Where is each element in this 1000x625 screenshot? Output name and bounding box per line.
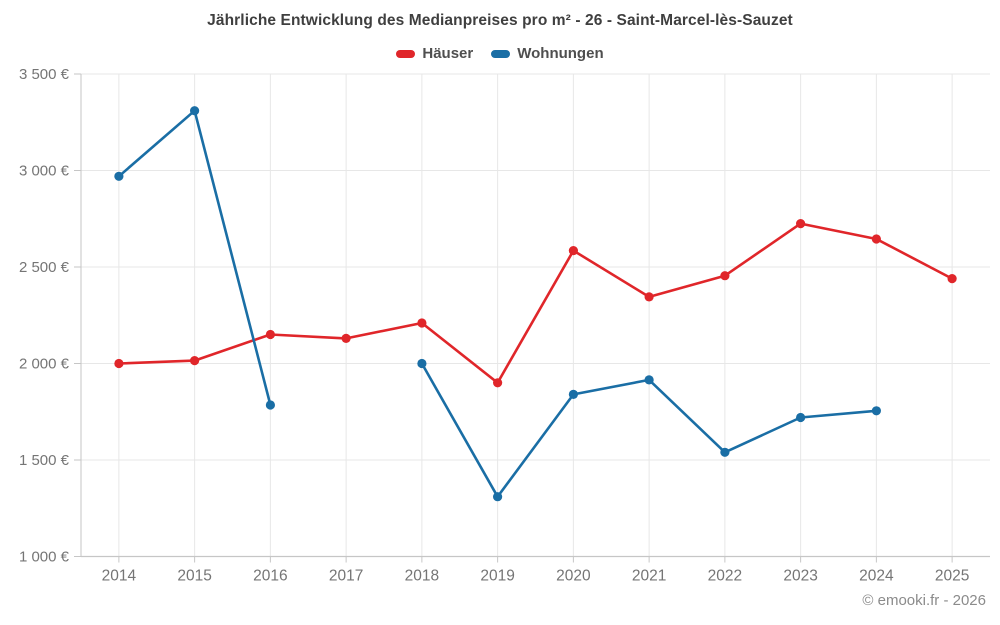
data-point-h-user-2022 xyxy=(720,271,730,281)
x-tick-label: 2018 xyxy=(405,568,439,585)
data-point-wohnungen-2018 xyxy=(417,358,427,369)
y-tick-label: 2 000 € xyxy=(19,356,70,373)
x-tick-label: 2015 xyxy=(177,568,211,585)
data-point-wohnungen-2020 xyxy=(568,389,579,399)
legend-label-wohnungen: Wohnungen xyxy=(517,45,604,62)
data-point-wohnungen-2022 xyxy=(720,447,730,457)
data-point-h-user-2024 xyxy=(871,234,882,244)
x-tick-label: 2014 xyxy=(102,568,137,585)
x-axis-labels: 2014 2015 2016 2017 2018 2019 2020 2021 2022 2023… xyxy=(102,568,970,585)
data-point-wohnungen-2023 xyxy=(796,412,806,423)
y-tick-label: 2 500 € xyxy=(19,259,70,276)
x-axis-ticks xyxy=(118,556,953,563)
x-tick-label: 2024 xyxy=(859,568,894,585)
data-point-h-user-2016 xyxy=(265,329,275,340)
footer-credit: © emooki.fr - 2026 xyxy=(862,592,986,609)
data-point-wohnungen-2019 xyxy=(493,492,503,502)
x-tick-label: 2020 xyxy=(556,568,591,585)
data-point-wohnungen-2021 xyxy=(644,375,654,385)
legend-item-haeuser[interactable]: Häuser xyxy=(396,45,473,62)
legend-item-wohnungen[interactable]: Wohnungen xyxy=(491,45,604,62)
series-markers-wohnungen xyxy=(114,106,882,502)
data-point-h-user-2019 xyxy=(493,378,503,388)
x-tick-label: 2017 xyxy=(329,568,363,585)
y-axis-labels: 1 000 € 1 500 € 2 000 € 2 500 € 3 000 € 3 500… xyxy=(19,66,70,566)
data-point-h-user-2017 xyxy=(341,333,351,343)
y-axis-ticks xyxy=(74,73,81,557)
x-tick-label: 2025 xyxy=(935,568,969,585)
y-tick-label: 1 000 € xyxy=(19,549,70,566)
data-point-h-user-2023 xyxy=(796,219,806,229)
legend-label-haeuser: Häuser xyxy=(422,45,474,62)
series-line-h-user xyxy=(117,222,954,385)
data-point-h-user-2021 xyxy=(644,292,654,302)
x-gridlines xyxy=(118,74,953,557)
y-tick-label: 1 500 € xyxy=(19,452,70,469)
chart-title: Jährliche Entwicklung des Medianpreises … xyxy=(207,12,793,29)
data-point-wohnungen-2024 xyxy=(871,406,882,416)
series-markers-h-user xyxy=(114,219,957,388)
y-tick-label: 3 500 € xyxy=(19,66,70,83)
haeuser-series-swatch-icon xyxy=(396,49,416,58)
data-point-wohnungen-2016 xyxy=(265,400,275,410)
x-tick-label: 2022 xyxy=(708,568,742,585)
x-tick-label: 2023 xyxy=(783,568,817,585)
x-tick-label: 2016 xyxy=(253,568,287,585)
data-point-h-user-2018 xyxy=(417,318,427,328)
data-point-h-user-2025 xyxy=(947,274,957,284)
y-gridlines xyxy=(81,73,990,461)
data-point-h-user-2014 xyxy=(114,358,124,369)
data-point-wohnungen-2015 xyxy=(190,106,200,116)
chart-legend: Häuser Wohnungen xyxy=(0,45,1000,62)
wohnungen-series-swatch-icon xyxy=(491,49,511,58)
y-tick-label: 3 000 € xyxy=(19,163,70,180)
data-point-h-user-2020 xyxy=(568,246,579,256)
data-point-h-user-2015 xyxy=(190,356,200,366)
data-point-wohnungen-2014 xyxy=(114,171,124,181)
x-tick-label: 2019 xyxy=(480,568,514,585)
x-tick-label: 2021 xyxy=(632,568,666,585)
